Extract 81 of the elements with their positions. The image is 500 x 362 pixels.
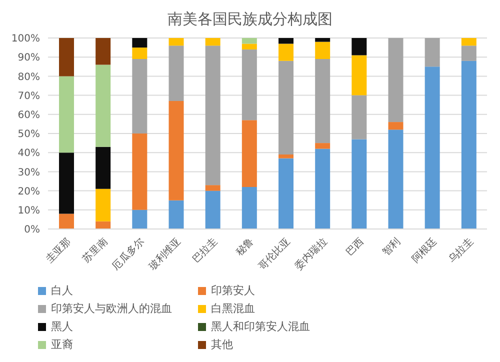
- y-tick-label: 40%: [18, 148, 40, 160]
- legend-label: 黑人: [51, 319, 73, 334]
- bar: [132, 59, 148, 134]
- y-tick-label: 10%: [18, 205, 40, 216]
- chart-title: 南美各国民族成分构成图: [166, 9, 334, 30]
- bar: [461, 46, 476, 61]
- bar: [205, 38, 220, 46]
- bar: [132, 134, 148, 210]
- x-tick-label: 玻利维亚: [146, 236, 184, 272]
- bar: [96, 188, 111, 222]
- y-tick-label: 30%: [18, 167, 40, 178]
- bar: [352, 38, 367, 56]
- bar: [168, 200, 184, 229]
- legend-label: 印第安人与欧洲人的混血: [51, 301, 172, 316]
- bar: [59, 152, 74, 214]
- bar: [242, 120, 257, 187]
- bar: [278, 158, 294, 229]
- bar: [315, 59, 330, 144]
- bar: [168, 46, 184, 102]
- bar: [315, 42, 330, 60]
- x-tick-label: 智利: [380, 236, 403, 258]
- bar: [242, 49, 257, 120]
- y-tick-label: 90%: [18, 52, 40, 64]
- bar: [315, 38, 330, 42]
- bar: [242, 38, 257, 44]
- bar: [278, 154, 294, 158]
- bar: [278, 44, 294, 61]
- bar: [132, 38, 148, 48]
- bar: [132, 210, 148, 229]
- bar: [168, 38, 184, 46]
- x-tick-label: 巴西: [344, 236, 366, 258]
- bar: [132, 48, 148, 60]
- legend-label: 印第安人: [211, 283, 255, 298]
- legend-label: 其他: [211, 337, 233, 352]
- y-tick-label: 20%: [18, 186, 40, 198]
- bar: [278, 60, 294, 155]
- bar: [96, 221, 111, 229]
- bar: [461, 60, 476, 229]
- x-tick-label: 委内瑞拉: [292, 236, 330, 272]
- bar: [96, 38, 111, 65]
- x-tick-label: 秘鲁: [234, 236, 256, 258]
- bar: [96, 146, 111, 189]
- bar: [278, 38, 294, 44]
- x-tick-label: 乌拉圭: [446, 236, 476, 266]
- bar: [168, 101, 184, 200]
- y-tick-label: 50%: [18, 129, 40, 140]
- bar: [59, 214, 74, 229]
- bar: [96, 64, 111, 147]
- legend-label: 白黑混血: [211, 301, 255, 316]
- bar: [205, 190, 220, 229]
- x-tick-label: 哥伦比亚: [256, 236, 293, 272]
- x-tick-label: 苏里南: [80, 236, 110, 266]
- bar: [205, 46, 220, 186]
- bar: [352, 95, 367, 140]
- y-tick-label: 80%: [18, 72, 40, 83]
- bar: [424, 66, 440, 229]
- bar: [352, 55, 367, 96]
- bar: [205, 185, 220, 191]
- bar: [59, 38, 74, 76]
- x-tick-label: 巴拉圭: [190, 236, 220, 266]
- bar: [352, 139, 367, 229]
- bar: [388, 122, 404, 130]
- y-tick-label: 70%: [18, 90, 40, 102]
- bar: [59, 76, 74, 153]
- bar: [424, 38, 440, 67]
- y-tick-label: 0%: [24, 224, 40, 236]
- legend-label: 亚裔: [51, 337, 73, 352]
- bar: [388, 38, 404, 122]
- bar: [242, 186, 257, 229]
- legend-label: 黑人和印第安人混血: [211, 319, 310, 334]
- y-tick-label: 60%: [18, 110, 40, 121]
- y-tick-label: 100%: [11, 34, 40, 45]
- bar: [315, 148, 330, 229]
- bar: [242, 44, 257, 50]
- bar: [315, 143, 330, 149]
- bar: [388, 130, 404, 229]
- x-tick-label: 厄瓜多尔: [110, 236, 147, 272]
- x-tick-label: 圭亚那: [44, 236, 74, 266]
- legend-label: 白人: [51, 283, 73, 298]
- bar: [461, 38, 476, 46]
- x-tick-label: 阿根廷: [410, 236, 440, 266]
